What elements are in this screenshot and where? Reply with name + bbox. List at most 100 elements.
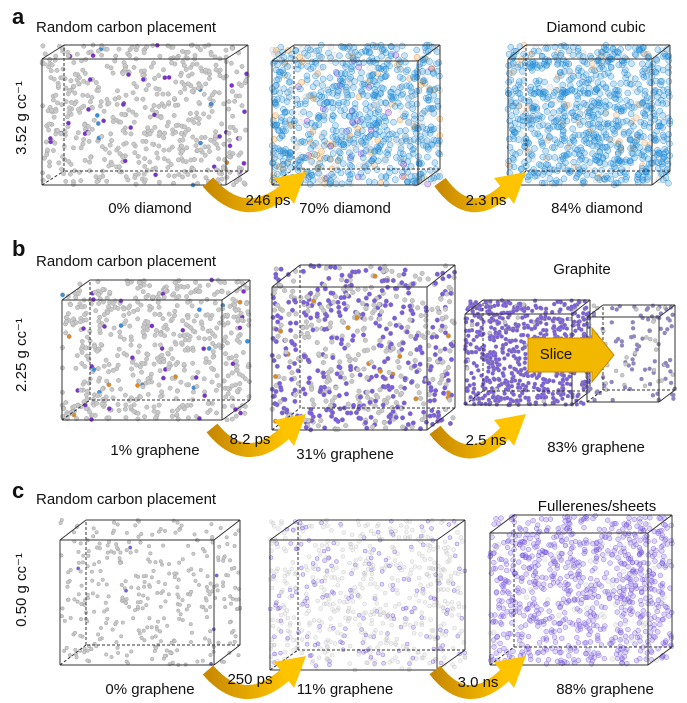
atom [216,556,220,560]
atom [576,52,582,58]
atom [632,334,636,338]
atom [540,171,546,177]
atom [116,523,120,527]
atom [516,316,520,320]
atom [217,157,221,161]
atom [238,136,242,140]
atom [163,582,167,586]
atom [274,122,280,128]
atom [506,326,510,330]
atom [156,620,160,624]
atom [350,84,356,90]
atom [400,416,405,421]
atom [136,411,140,415]
atom [575,96,581,102]
atom [367,110,373,116]
atom [326,50,332,56]
atom [132,65,136,69]
atom [399,169,405,175]
atom [175,408,179,412]
atom [129,132,133,136]
atom [95,349,99,353]
atom [230,371,234,375]
atom [363,287,368,292]
atom [419,313,424,318]
atom [226,542,230,546]
atom [203,394,207,398]
atom [310,95,316,101]
atom [541,89,547,95]
atom [359,116,365,122]
atom [163,131,167,135]
atom [66,121,70,125]
atom [125,279,129,283]
atom [526,98,532,104]
atom [633,115,639,121]
atom [443,264,448,269]
atom [390,374,395,379]
atom [247,379,251,383]
atom [436,410,441,415]
atom [496,321,500,325]
atom [655,147,661,153]
atom [515,64,521,70]
atom [180,175,184,179]
atom [213,301,217,305]
atom [127,605,131,609]
atom [156,591,160,595]
atom [344,381,349,386]
atom [434,49,440,55]
atom [150,657,154,661]
atom [121,596,125,600]
atom [226,374,230,378]
atom [182,362,186,366]
atom [156,156,160,160]
atom [543,378,547,382]
atom [50,63,54,67]
atom [608,64,614,70]
atom [340,418,345,423]
atom [560,122,566,128]
atom [147,284,151,288]
atom [334,146,340,152]
atom [125,531,129,535]
atom [367,65,373,71]
atom [582,318,586,322]
atom [288,150,294,156]
atom [371,116,377,122]
atom [94,80,98,84]
atom [118,557,122,561]
atom [666,364,670,368]
atom [130,586,134,590]
atom [540,154,546,160]
atom [102,364,106,368]
atom [465,366,469,370]
atom [67,598,71,602]
atom [562,113,568,119]
atom [590,112,596,118]
atom [350,379,355,384]
atom [497,357,501,361]
atom [666,79,672,85]
atom [89,50,93,54]
atom [315,312,320,317]
atom [199,135,203,139]
atom [570,299,574,303]
atom [238,177,242,181]
atom [296,165,302,171]
atom [242,161,246,165]
atom [304,320,309,325]
atom [117,95,121,99]
atom [162,104,166,108]
atom [351,136,357,142]
atom [74,648,78,652]
atom [279,96,285,102]
atom [355,126,361,132]
atom [528,84,534,90]
atom [512,86,518,92]
atom [150,626,154,630]
atom [123,159,127,163]
atom [439,297,444,302]
atom [564,69,570,75]
atom [128,54,132,58]
